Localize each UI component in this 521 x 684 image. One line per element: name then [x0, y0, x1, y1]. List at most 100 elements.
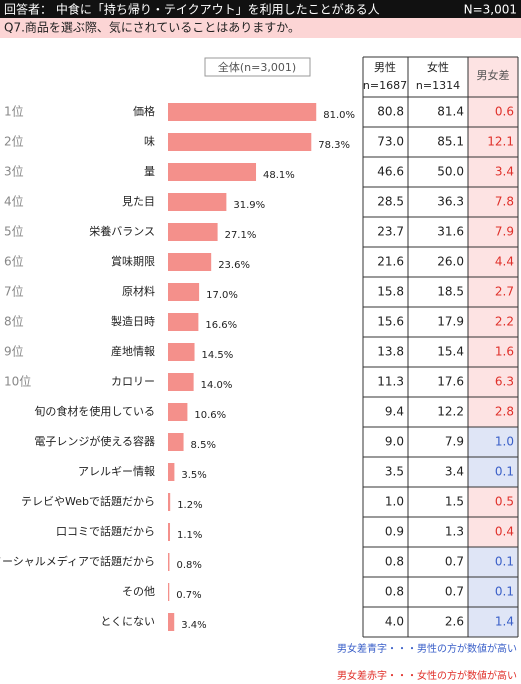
male-cell: 15.6: [377, 315, 404, 329]
category-label: その他: [122, 585, 155, 598]
bar: [168, 463, 175, 481]
bar: [168, 133, 312, 151]
diff-cell-bg: [468, 457, 518, 487]
rank: 10位: [4, 374, 31, 389]
table-header: 男女差: [477, 68, 510, 82]
male-cell: 11.3: [377, 375, 404, 389]
legend-label: 全体(n=3,001): [218, 60, 296, 74]
bar: [168, 343, 195, 361]
value-label: 0.7%: [176, 590, 201, 601]
diff-cell-bg: [468, 487, 518, 517]
male-cell: 9.0: [385, 435, 404, 449]
bar: [168, 523, 171, 541]
female-cell: 36.3: [437, 195, 464, 209]
category-label: 賞味期限: [111, 255, 155, 268]
bar: [168, 283, 200, 301]
diff-cell-bg: [468, 277, 518, 307]
male-cell: 9.4: [385, 405, 404, 419]
value-label: 27.1%: [225, 230, 257, 241]
category-label: 価格: [133, 104, 155, 118]
rank: 8位: [4, 314, 24, 329]
diff-cell-bg: [468, 307, 518, 337]
diff-cell: 2.7: [495, 285, 514, 299]
bar: [168, 403, 188, 421]
bar: [168, 433, 184, 451]
category-label: 旬の食材を使用している: [34, 404, 155, 418]
bar: [168, 613, 175, 631]
value-label: 14.0%: [201, 380, 233, 391]
category-label: 電子レンジが使える容器: [34, 434, 155, 448]
table-header: n=1314: [416, 79, 460, 92]
subtitle-bar: [0, 18, 521, 38]
diff-cell-bg: [468, 397, 518, 427]
female-cell: 7.9: [445, 435, 464, 449]
bar: [168, 193, 227, 211]
category-label: アレルギー情報: [78, 465, 155, 478]
value-label: 17.0%: [206, 290, 238, 301]
rank: 6位: [4, 254, 24, 269]
legend-box: [204, 57, 311, 77]
value-label: 8.5%: [191, 440, 216, 451]
table-header: 女性: [427, 60, 449, 74]
bar: [168, 313, 199, 331]
female-cell: 1.5: [445, 495, 464, 509]
female-cell: 1.3: [445, 525, 464, 539]
diff-cell: 4.4: [495, 255, 514, 269]
diff-cell-bg: [468, 217, 518, 247]
female-cell: 0.7: [445, 585, 464, 599]
value-label: 1.2%: [177, 500, 202, 511]
bar: [168, 553, 170, 571]
rank: 4位: [4, 194, 24, 209]
diff-cell: 0.5: [495, 495, 514, 509]
rank: 9位: [4, 344, 24, 359]
diff-cell: 0.1: [495, 555, 514, 569]
female-cell: 3.4: [445, 465, 464, 479]
value-label: 0.8%: [176, 560, 201, 571]
rank: 3位: [4, 164, 24, 179]
table-header: 男性: [374, 60, 396, 74]
diff-cell: 7.9: [495, 225, 514, 239]
diff-cell: 12.1: [487, 135, 514, 149]
header-bar: [0, 0, 521, 18]
value-label: 48.1%: [263, 170, 295, 181]
diff-cell-bg: [468, 517, 518, 547]
bar: [168, 223, 218, 241]
bar: [168, 253, 212, 271]
female-cell: 31.6: [437, 225, 464, 239]
female-cell: 0.7: [445, 555, 464, 569]
male-cell: 0.8: [385, 585, 404, 599]
n-label: N=3,001: [464, 3, 517, 17]
diff-cell: 0.1: [495, 585, 514, 599]
diff-cell: 0.1: [495, 465, 514, 479]
male-cell: 23.7: [377, 225, 404, 239]
male-cell: 0.8: [385, 555, 404, 569]
subtitle: Q7.商品を選ぶ際、気にされていることはありますか。: [4, 20, 300, 35]
category-label: ソーシャルメディアで話題だから: [0, 554, 155, 568]
female-cell: 2.6: [445, 615, 464, 629]
diff-cell: 0.4: [495, 525, 514, 539]
category-label: 原材料: [122, 284, 155, 298]
diff-cell-bg: [468, 127, 518, 157]
bar: [168, 103, 317, 121]
diff-cell-bg: [468, 187, 518, 217]
male-cell: 3.5: [385, 465, 404, 479]
diff-cell: 1.4: [495, 615, 514, 629]
female-cell: 85.1: [437, 135, 464, 149]
value-label: 23.6%: [218, 260, 250, 271]
female-cell: 12.2: [437, 405, 464, 419]
title: 回答者： 中食に「持ち帰り・テイクアウト」を利用したことがある人: [4, 2, 380, 17]
male-cell: 28.5: [377, 195, 404, 209]
male-cell: 13.8: [377, 345, 404, 359]
female-cell: 17.6: [437, 375, 464, 389]
female-cell: 81.4: [437, 105, 464, 119]
diff-cell: 7.8: [495, 195, 514, 209]
diff-cell: 1.0: [495, 435, 514, 449]
footnote: 男女差赤字・・・女性の方が数値が高い: [337, 669, 517, 680]
footnote: 男女差青字・・・男性の方が数値が高い: [337, 642, 517, 655]
value-label: 81.0%: [323, 110, 355, 121]
bar: [168, 493, 171, 511]
female-cell: 18.5: [437, 285, 464, 299]
male-cell: 73.0: [377, 135, 404, 149]
value-label: 14.5%: [202, 350, 234, 361]
